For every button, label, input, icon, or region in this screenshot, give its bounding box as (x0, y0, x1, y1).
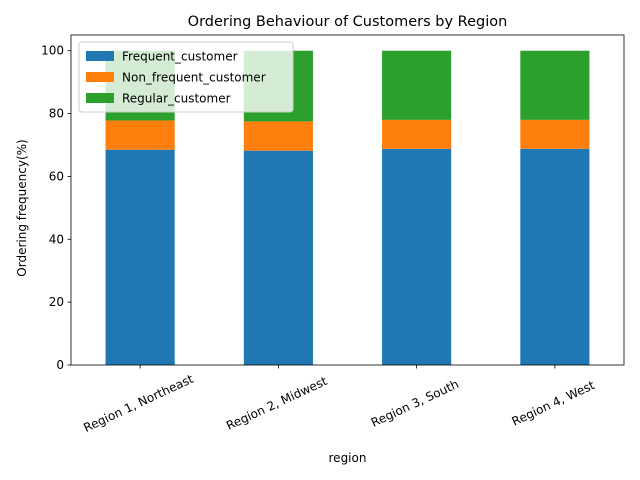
legend-swatch (86, 51, 114, 61)
y-tick-label: 100 (41, 44, 64, 58)
bar-segment-regular-customer (382, 50, 452, 120)
plot-frame (70, 34, 625, 366)
bar-segment-frequent-customer (382, 148, 452, 365)
legend: Frequent_customer Non_frequent_customer Re… (78, 41, 294, 113)
legend-label: Frequent_customer (122, 50, 238, 64)
x-tick-label: Region 2, Midwest (224, 374, 330, 433)
bar-segment-non-frequent-customer (382, 119, 452, 149)
legend-swatch (86, 72, 114, 82)
x-tick-label: Region 1, Northeast (81, 372, 195, 435)
legend-label: Regular_customer (122, 92, 231, 106)
y-tick-label: 20 (49, 295, 64, 309)
y-axis-label: Ordering frequency(%) (15, 139, 29, 276)
bar-segment-non-frequent-customer (520, 119, 590, 149)
bar-segment-frequent-customer (520, 148, 590, 365)
bar-segment-frequent-customer (243, 150, 313, 365)
chart-title: Ordering Behaviour of Customers by Regio… (188, 14, 508, 30)
bar-segment-frequent-customer (105, 149, 175, 365)
bars-layer (105, 50, 590, 365)
legend-box (78, 41, 294, 113)
legend-label: Non_frequent_customer (122, 71, 266, 85)
y-tick-label: 80 (49, 107, 64, 121)
x-tick-label: Region 3, South (369, 377, 461, 430)
y-tick-label: 60 (49, 169, 64, 183)
y-tick-label: 0 (56, 358, 64, 372)
y-tick-label: 40 (49, 232, 64, 246)
legend-swatch (86, 93, 114, 103)
bar-segment-non-frequent-customer (243, 121, 313, 151)
bar-segment-non-frequent-customer (105, 120, 175, 150)
x-tick-label: Region 4, West (510, 378, 597, 429)
bar-segment-regular-customer (520, 50, 590, 120)
x-axis-label: region (329, 451, 367, 465)
